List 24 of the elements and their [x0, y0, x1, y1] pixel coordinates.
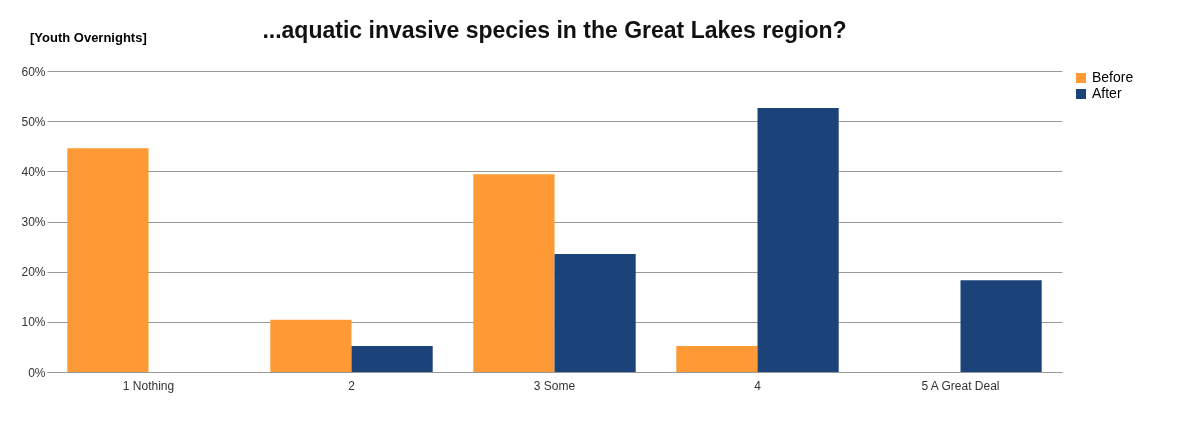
bar — [67, 148, 149, 372]
x-tick-label: 2 — [348, 378, 356, 393]
y-tick-label: 60% — [21, 64, 46, 79]
bar — [757, 108, 839, 372]
x-tick-label: 1 Nothing — [122, 378, 175, 393]
x-tick-label: 4 — [754, 378, 762, 393]
y-tick-label: 20% — [21, 265, 46, 280]
bar — [960, 280, 1042, 372]
bar — [473, 174, 555, 372]
bar — [676, 345, 758, 372]
bar — [351, 345, 433, 372]
y-tick-label: 50% — [21, 114, 46, 129]
y-tick-label: 30% — [21, 215, 46, 229]
y-tick-label: 0% — [28, 365, 46, 380]
text: [Youth Overnights] — [30, 30, 147, 45]
y-tick-label: 10% — [21, 315, 46, 330]
legend-label: After — [1092, 85, 1122, 101]
bar — [270, 319, 352, 372]
bar — [554, 254, 636, 372]
x-tick-label: 3 Some — [533, 378, 576, 393]
y-tick-label: 40% — [21, 164, 46, 179]
x-tick-label: 5 A Great Deal — [921, 378, 1000, 393]
chart-title: ...aquatic invasive species in the Great Lakes region? — [262, 17, 847, 43]
legend-label: Before — [1092, 69, 1134, 85]
